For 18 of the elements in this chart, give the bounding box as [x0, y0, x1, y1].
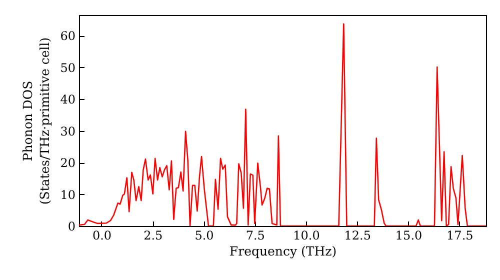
x-tick-label: 5.0: [194, 228, 214, 242]
y-tick-label: 0: [68, 220, 76, 234]
x-tick-label: 2.5: [144, 228, 163, 242]
x-axis-title: Frequency (THz): [229, 244, 337, 258]
x-tick-label: 17.5: [446, 228, 474, 242]
y-tick-label: 60: [60, 29, 76, 44]
y-tick-label: 20: [60, 156, 76, 170]
x-tick-label: 7.5: [246, 228, 265, 242]
y-tick-label: 10: [60, 188, 76, 202]
y-tick-label: 40: [60, 92, 76, 107]
line-series: [79, 23, 486, 226]
y-tick-label: 30: [60, 124, 76, 138]
x-tick-label: 10.0: [293, 228, 320, 242]
x-tick-label: 12.5: [344, 228, 372, 242]
x-tick-label: 15.0: [395, 228, 422, 242]
x-tick-label: 0.0: [92, 228, 112, 242]
y-axis-title: Phonon DOS (States/THz·primitive cell): [20, 37, 52, 205]
y-tick-label: 50: [60, 60, 76, 75]
